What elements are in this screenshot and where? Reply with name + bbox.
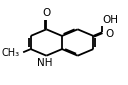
Text: O: O: [42, 8, 51, 18]
Text: OH: OH: [103, 15, 119, 25]
Text: NH: NH: [37, 58, 53, 69]
Text: CH₃: CH₃: [1, 48, 19, 58]
Text: O: O: [105, 29, 113, 39]
